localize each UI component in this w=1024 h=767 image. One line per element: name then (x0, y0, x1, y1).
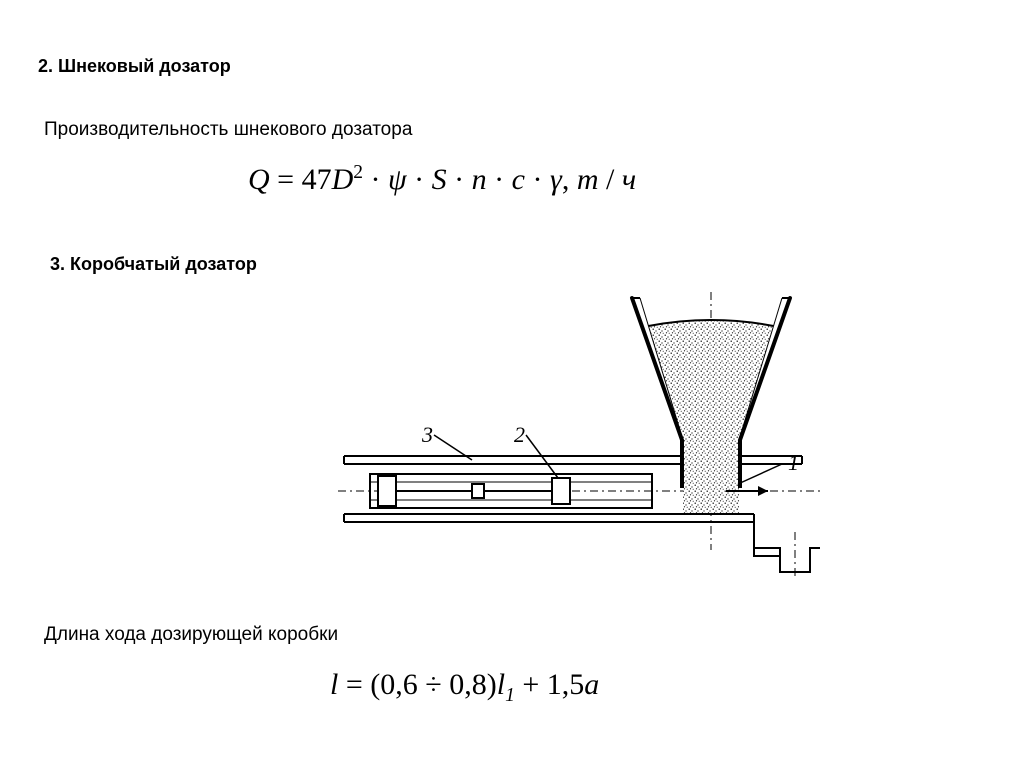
formula-a: a (584, 668, 599, 701)
formula-n: n (472, 163, 487, 196)
formula-plus: + (515, 668, 547, 701)
formula-rp: ) (487, 668, 497, 701)
formula-b1: 1,5 (547, 668, 585, 701)
text-screw-feeder-capacity: Производительность шнекового дозатора (44, 119, 412, 141)
formula-sub1: 1 (505, 685, 515, 706)
formula-c: c (512, 163, 525, 196)
formula-l1: l (497, 668, 505, 701)
formula-box-stroke: l = (0,6 ÷ 0,8)l1 + 1,5a (330, 668, 599, 707)
formula-slash: / (598, 163, 621, 196)
formula-dot4: · (487, 163, 512, 196)
svg-text:3: 3 (421, 422, 433, 447)
formula-dot5: · (525, 163, 550, 196)
formula-lp: ( (370, 668, 380, 701)
diagram-svg: 3 2 1 (322, 292, 822, 584)
svg-text:2: 2 (514, 422, 525, 447)
text-box-stroke-length: Длина хода дозирующей коробки (44, 624, 338, 646)
formula-Q: Q (248, 163, 270, 196)
formula-unit-t: т (577, 163, 599, 196)
formula-gamma: γ (550, 163, 562, 196)
page: 2. Шнековый дозатор Производительность ш… (0, 0, 1024, 767)
heading-screw-feeder: 2. Шнековый дозатор (38, 56, 231, 77)
formula-a1: 0,6 (380, 668, 418, 701)
formula-exp: 2 (353, 162, 363, 183)
formula-dot1: · (363, 163, 388, 196)
heading-box-feeder: 3. Коробчатый дозатор (50, 254, 257, 275)
svg-text:1: 1 (788, 450, 799, 475)
formula-S: S (432, 163, 447, 196)
formula-coef: 47 (302, 163, 332, 196)
formula-a2: 0,8 (449, 668, 487, 701)
formula-eq2: = (338, 668, 370, 701)
formula-psi: ψ (388, 163, 407, 196)
formula-D: D (332, 163, 354, 196)
diagram-box-feeder: 3 2 1 (322, 292, 822, 584)
formula-dot2: · (407, 163, 432, 196)
formula-screw-capacity: Q = 47D2 · ψ · S · n · c · γ, т / ч (248, 162, 636, 197)
formula-unit-ch: ч (622, 163, 636, 196)
formula-dot3: · (447, 163, 472, 196)
formula-eq: = (270, 163, 302, 196)
formula-comma: , (562, 163, 577, 196)
formula-div: ÷ (418, 668, 449, 701)
